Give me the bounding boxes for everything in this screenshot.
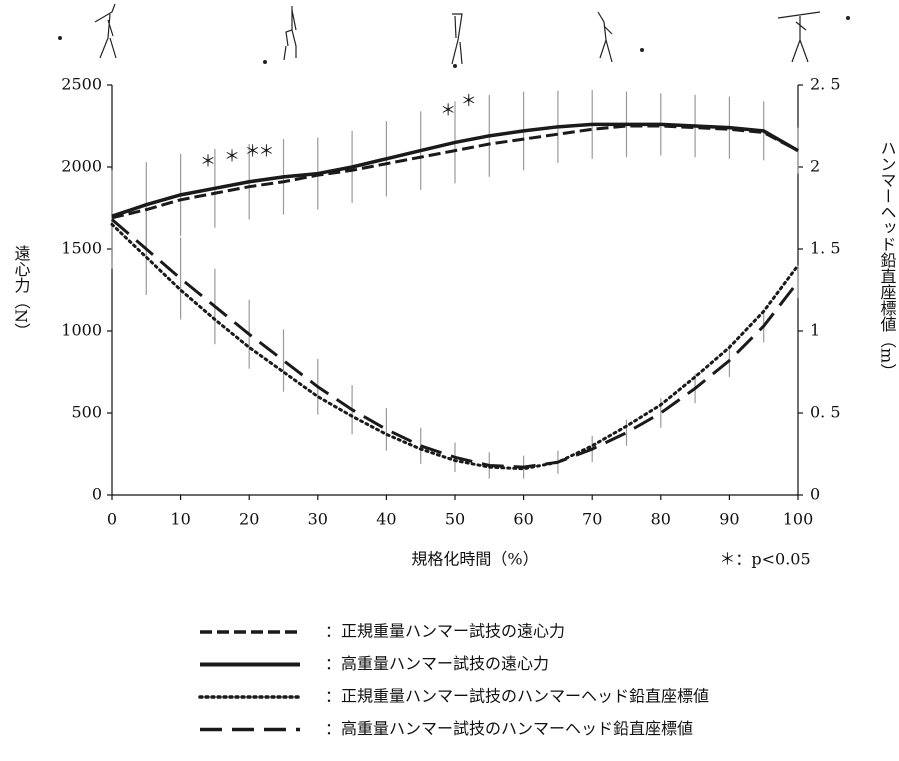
y2-tick-label: 1	[810, 321, 820, 340]
x-tick-label: 30	[308, 510, 328, 529]
x-tick-label: 10	[170, 510, 190, 529]
significance-mark: ＊	[224, 146, 240, 165]
x-tick-label: 80	[651, 510, 671, 529]
legend-label: ：正規重量ハンマー試技のハンマーヘッド鉛直座標値	[325, 687, 709, 706]
legend-label: ：高重量ハンマー試技の遠心力	[325, 654, 549, 673]
athlete-figures	[58, 3, 850, 68]
significance-mark: ＊	[461, 91, 477, 110]
series-line	[111, 122, 799, 218]
legend-label: ：正規重量ハンマー試技の遠心力	[325, 622, 565, 641]
significance-mark: ＊	[440, 101, 456, 120]
y-tick-label: 1500	[61, 239, 102, 258]
significance-note: ＊：p<0.05	[719, 550, 810, 569]
series-line	[111, 218, 800, 469]
y-tick-label: 2500	[61, 75, 102, 94]
y2-tick-label: 1. 5	[810, 239, 841, 258]
y2-tick-label: 0	[810, 485, 820, 504]
x-tick-label: 20	[239, 510, 259, 529]
y2-axis-label: ハンマーヘッド鉛直座標値（m）	[878, 140, 897, 379]
y2-tick-label: 2. 5	[810, 75, 841, 94]
x-tick-label: 40	[376, 510, 396, 529]
y-tick-label: 500	[71, 403, 102, 422]
y-tick-label: 1000	[61, 321, 102, 340]
significance-mark: ＊	[200, 151, 216, 170]
x-tick-label: 90	[719, 510, 739, 529]
legend-label: ：高重量ハンマー試技のハンマーヘッド鉛直座標値	[325, 719, 693, 738]
y2-tick-label: 2	[810, 157, 820, 176]
x-tick-label: 100	[783, 510, 814, 529]
y2-tick-label: 0. 5	[810, 403, 841, 422]
y-tick-label: 0	[92, 485, 102, 504]
x-axis-label: 規格化時間（%）	[411, 550, 538, 569]
y-tick-label: 2000	[61, 157, 102, 176]
x-tick-label: 50	[445, 510, 465, 529]
x-tick-label: 70	[582, 510, 602, 529]
significance-mark: ＊	[258, 142, 274, 161]
x-tick-label: 60	[513, 510, 533, 529]
y-axis-label: 遠心力（N）	[12, 245, 31, 339]
significance-mark: ＊	[245, 142, 261, 161]
series-line	[110, 222, 800, 471]
x-tick-label: 0	[107, 510, 117, 529]
